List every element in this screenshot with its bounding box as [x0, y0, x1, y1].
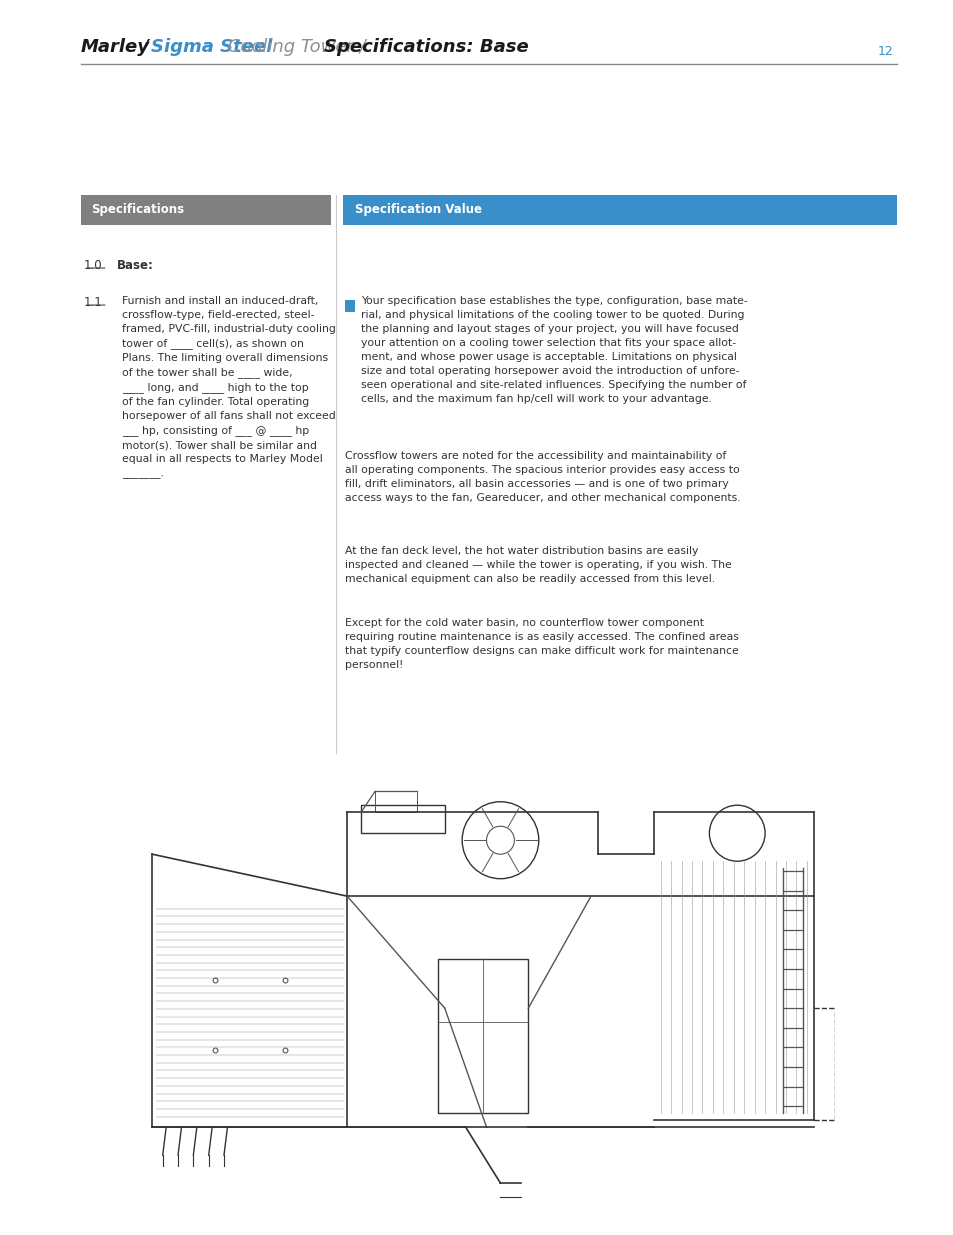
Text: Crossflow towers are noted for the accessibility and maintainability of
all oper: Crossflow towers are noted for the acces… [345, 451, 740, 503]
Text: /: / [136, 37, 155, 56]
Bar [343, 195, 896, 225]
Bar [361, 805, 444, 834]
Text: 12: 12 [876, 44, 892, 58]
Text: Your specification base establishes the type, configuration, base mate-
rial, an: Your specification base establishes the … [360, 296, 746, 404]
Text: At the fan deck level, the hot water distribution basins are easily
inspected an: At the fan deck level, the hot water dis… [345, 546, 731, 584]
Text: Base:: Base: [117, 259, 154, 273]
Text: Cooling Tower /: Cooling Tower / [222, 37, 372, 56]
Bar [81, 195, 331, 225]
Bar [375, 792, 416, 813]
Bar [437, 960, 528, 1113]
Text: Except for the cold water basin, no counterflow tower component
requiring routin: Except for the cold water basin, no coun… [345, 618, 739, 669]
Text: 1.1: 1.1 [84, 296, 103, 310]
Text: Furnish and install an induced-draft,
crossflow-type, field-erected, steel-
fram: Furnish and install an induced-draft, cr… [122, 296, 335, 479]
Bar [345, 300, 355, 312]
Text: Specifications: Specifications [91, 204, 184, 216]
Text: 1.0: 1.0 [84, 259, 103, 273]
Text: Marley: Marley [81, 37, 150, 56]
Text: Specification Value: Specification Value [355, 204, 481, 216]
Text: Sigma Steel: Sigma Steel [151, 37, 272, 56]
Text: Specifications: Base: Specifications: Base [324, 37, 529, 56]
